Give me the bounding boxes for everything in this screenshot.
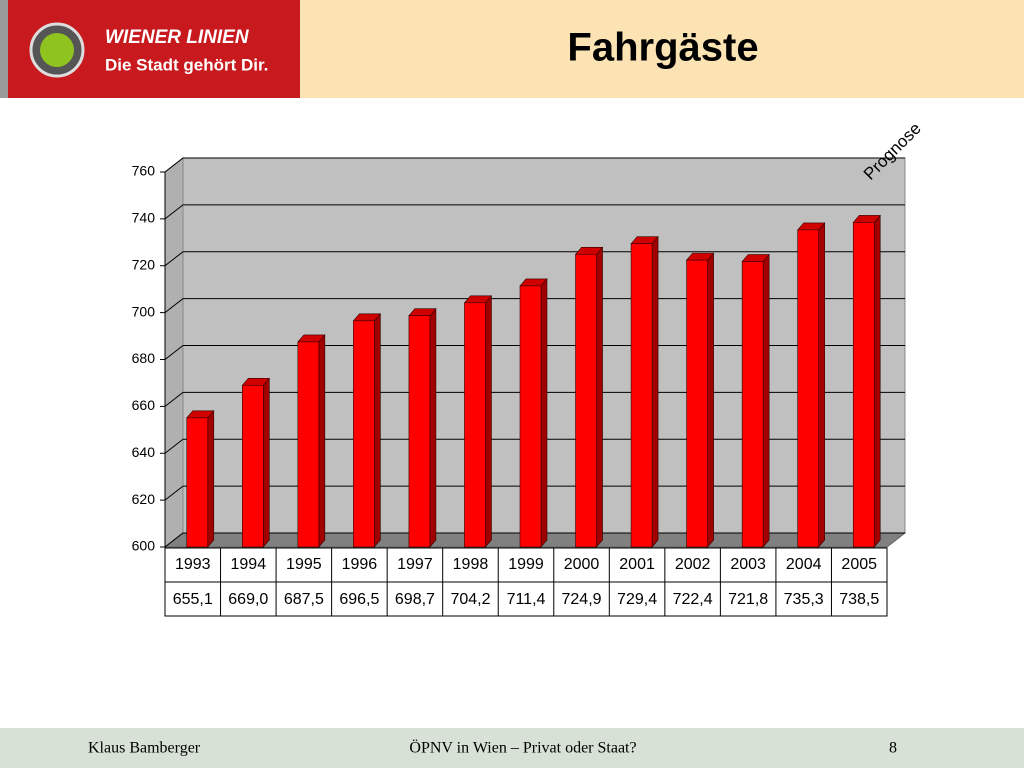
plot: 600 620 640 660 680 700 720 740 760 1993 655,1 1994… [132, 119, 925, 617]
bar-front [297, 341, 320, 548]
bar-side [651, 235, 659, 548]
bar-side [263, 377, 270, 548]
brand: WIENER LINIEN [105, 27, 250, 48]
bar-front [242, 384, 264, 548]
value-label: 724,9 [562, 591, 602, 608]
value-label: 729,4 [617, 591, 657, 608]
y-tick-label: 640 [132, 444, 156, 460]
bar-front [186, 417, 209, 548]
x-tick-label: 1999 [508, 556, 544, 573]
bar-side [485, 294, 492, 548]
bar [741, 253, 770, 548]
value-label: 711,4 [507, 591, 546, 608]
logo-edge [0, 0, 8, 98]
bar-side [374, 313, 381, 548]
bar [186, 410, 215, 548]
bar-front [353, 320, 375, 548]
value-label: 721,8 [728, 591, 768, 608]
bar-front [464, 302, 486, 548]
x-tick-label: 1993 [175, 556, 211, 573]
x-tick-label: 2005 [841, 556, 877, 573]
bar-side [207, 410, 215, 548]
slide-title: Fahrgäste [567, 26, 758, 70]
value-label: 698,7 [395, 591, 435, 608]
bar-front [519, 285, 542, 548]
y-tick-label: 740 [132, 210, 156, 226]
bar-side [429, 307, 437, 548]
bar [685, 252, 715, 548]
y-tick-label: 700 [132, 303, 156, 319]
value-label: 738,5 [839, 591, 879, 608]
bar [241, 377, 270, 548]
bar-side [873, 214, 881, 548]
grid-line [164, 204, 905, 220]
bar [352, 313, 382, 548]
bar-front [575, 253, 597, 548]
bar-front [741, 261, 764, 548]
bar-side [818, 222, 825, 548]
value-label: 655,1 [173, 591, 213, 608]
value-label: 704,2 [450, 591, 490, 608]
footer-author: Klaus Bamberger [88, 740, 201, 757]
bar [797, 222, 826, 548]
bar-front [852, 222, 875, 548]
grid-line [164, 345, 905, 360]
value-label: 687,5 [284, 591, 324, 608]
bar-side [318, 334, 326, 548]
bar [297, 334, 326, 548]
x-tick-label: 1994 [231, 556, 267, 573]
x-tick-label: 1998 [453, 556, 489, 573]
footer-band [0, 728, 1024, 768]
bar-front [630, 243, 653, 548]
bar [630, 235, 659, 548]
value-label: 722,4 [673, 591, 713, 608]
grid-line [164, 157, 905, 173]
y-tick-label: 720 [132, 256, 156, 272]
value-label: 735,3 [784, 591, 824, 608]
x-tick-label: 2002 [675, 556, 711, 573]
value-label: 696,5 [339, 591, 379, 608]
y-tick-label: 760 [132, 163, 156, 179]
bar-front [408, 315, 431, 548]
x-tick-label: 1995 [286, 556, 322, 573]
bar [852, 214, 881, 548]
x-tick-label: 2000 [564, 556, 600, 573]
x-tick-label: 2001 [619, 556, 655, 573]
bar-front [686, 259, 708, 548]
bar [519, 278, 548, 548]
bar-side [596, 246, 603, 548]
x-tick-label: 2004 [786, 556, 822, 573]
bar-front [797, 229, 819, 548]
y-tick-label: 680 [132, 350, 156, 366]
bar [574, 246, 604, 548]
y-tick-label: 660 [132, 397, 156, 413]
bar-side [707, 252, 714, 548]
value-label: 669,0 [228, 591, 268, 608]
y-tick-label: 600 [132, 538, 156, 554]
y-tick-label: 620 [132, 491, 156, 507]
grid-line [164, 251, 905, 267]
page-number: 8 [889, 740, 897, 757]
footer-topic: ÖPNV in Wien – Privat oder Staat? [409, 739, 636, 757]
slogan: Die Stadt gehört Dir. [105, 55, 268, 74]
grid-line [164, 532, 905, 548]
grid-line [164, 391, 905, 407]
grid-line [164, 438, 905, 454]
grid-line [164, 485, 905, 501]
bar [463, 294, 493, 548]
grid-line [164, 298, 905, 314]
bar-side [540, 278, 548, 548]
logo-core [40, 33, 74, 67]
bar-side [762, 253, 770, 548]
x-tick-label: 1997 [397, 556, 433, 573]
x-tick-label: 2003 [730, 556, 766, 573]
bar [408, 307, 437, 548]
x-tick-label: 1996 [342, 556, 378, 573]
